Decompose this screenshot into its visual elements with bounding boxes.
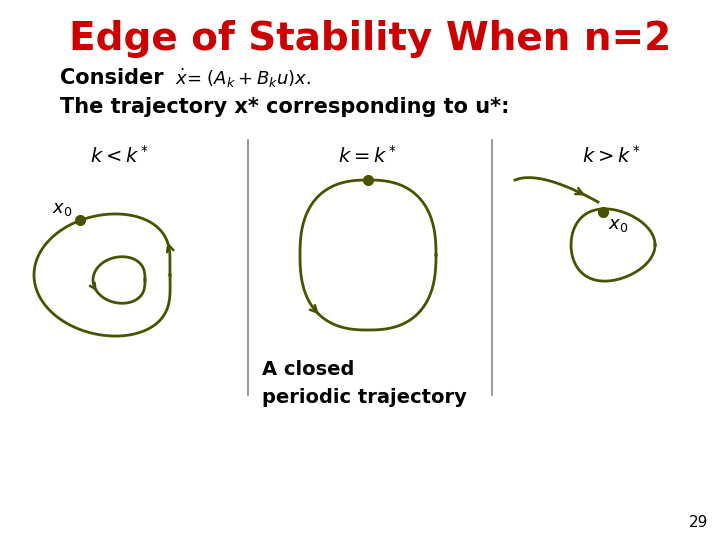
Text: $k < k^*$: $k < k^*$: [91, 145, 150, 167]
Text: 29: 29: [688, 515, 708, 530]
Text: $x_0$: $x_0$: [52, 200, 72, 219]
Text: $k > k^*$: $k > k^*$: [582, 145, 642, 167]
Text: A closed
periodic trajectory: A closed periodic trajectory: [262, 360, 467, 407]
Text: Consider: Consider: [60, 68, 163, 88]
Text: Edge of Stability When n=2: Edge of Stability When n=2: [69, 20, 671, 58]
Text: $x_0$: $x_0$: [608, 216, 629, 234]
Text: $k = k^*$: $k = k^*$: [338, 145, 397, 167]
Text: $\dot{x}$= $(A_k + B_k u)x.$: $\dot{x}$= $(A_k + B_k u)x.$: [175, 67, 311, 90]
Text: The trajectory x* corresponding to u*:: The trajectory x* corresponding to u*:: [60, 97, 510, 117]
